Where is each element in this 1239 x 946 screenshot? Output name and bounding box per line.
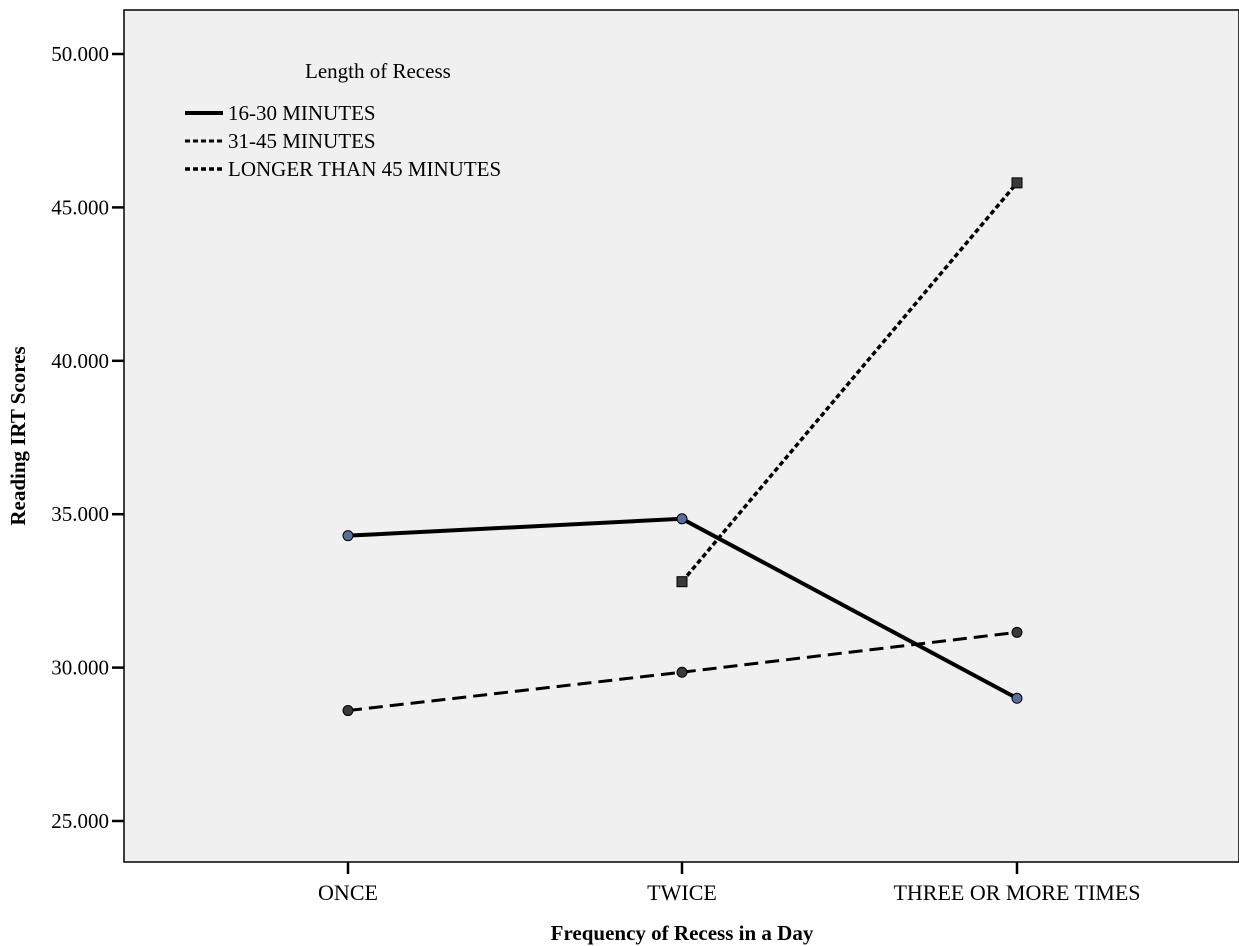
y-axis-title: Reading IRT Scores xyxy=(6,346,30,525)
y-tick-label: 45.000 xyxy=(51,195,109,219)
x-axis: ONCE TWICE THREE OR MORE TIMES xyxy=(318,862,1141,905)
legend: Length of Recess 16-30 MINUTES 31-45 MINU… xyxy=(185,59,501,181)
x-tick-label: TWICE xyxy=(647,880,717,905)
data-point xyxy=(676,576,688,588)
y-tick-label: 40.000 xyxy=(51,349,109,373)
data-point xyxy=(1011,626,1023,638)
data-point xyxy=(676,513,688,525)
y-axis: 25.000 30.000 35.000 40.000 45.000 50.000 xyxy=(51,42,124,833)
legend-label: 16-30 MINUTES xyxy=(228,101,376,125)
y-tick-label: 50.000 xyxy=(51,42,109,66)
plot-area xyxy=(123,9,1239,863)
y-tick-label: 25.000 xyxy=(51,809,109,833)
x-tick-label: ONCE xyxy=(318,880,378,905)
data-point xyxy=(676,666,688,678)
legend-label: LONGER THAN 45 MINUTES xyxy=(228,157,501,181)
y-tick-label: 30.000 xyxy=(51,656,109,680)
data-point xyxy=(342,530,354,542)
data-point xyxy=(1011,692,1023,704)
legend-label: 31-45 MINUTES xyxy=(228,129,376,153)
x-axis-title: Frequency of Recess in a Day xyxy=(551,921,814,945)
x-tick-label: THREE OR MORE TIMES xyxy=(893,880,1140,905)
series-line-3 xyxy=(680,181,1019,583)
legend-title: Length of Recess xyxy=(305,59,451,83)
y-tick-label: 35.000 xyxy=(51,502,109,526)
series-layer xyxy=(342,177,1023,717)
data-point xyxy=(342,705,354,717)
data-point xyxy=(1011,177,1023,189)
